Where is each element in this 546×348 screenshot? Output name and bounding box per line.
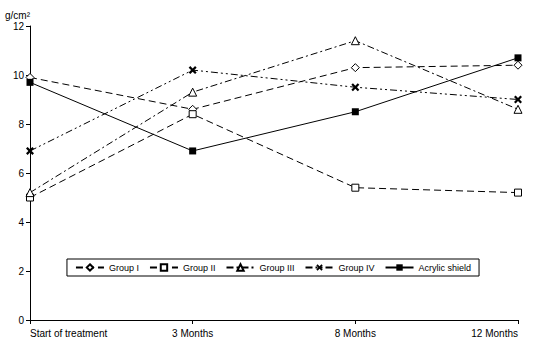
svg-text:Group I: Group I — [109, 263, 139, 273]
svg-text:12 Months: 12 Months — [471, 328, 518, 339]
svg-text:0: 0 — [18, 315, 24, 326]
svg-text:12: 12 — [13, 21, 25, 32]
svg-text:6: 6 — [18, 168, 24, 179]
svg-text:4: 4 — [18, 217, 24, 228]
svg-text:g/cm²: g/cm² — [5, 10, 31, 21]
svg-text:Group II: Group II — [183, 263, 216, 273]
svg-text:Start of treatment: Start of treatment — [30, 328, 107, 339]
svg-text:3 Months: 3 Months — [172, 328, 213, 339]
svg-text:10: 10 — [13, 70, 25, 81]
svg-text:Acrylic shield: Acrylic shield — [419, 263, 472, 273]
svg-text:8 Months: 8 Months — [335, 328, 376, 339]
svg-text:Group IV: Group IV — [339, 263, 375, 273]
svg-text:8: 8 — [18, 119, 24, 130]
svg-text:Group III: Group III — [259, 263, 294, 273]
svg-text:2: 2 — [18, 266, 24, 277]
